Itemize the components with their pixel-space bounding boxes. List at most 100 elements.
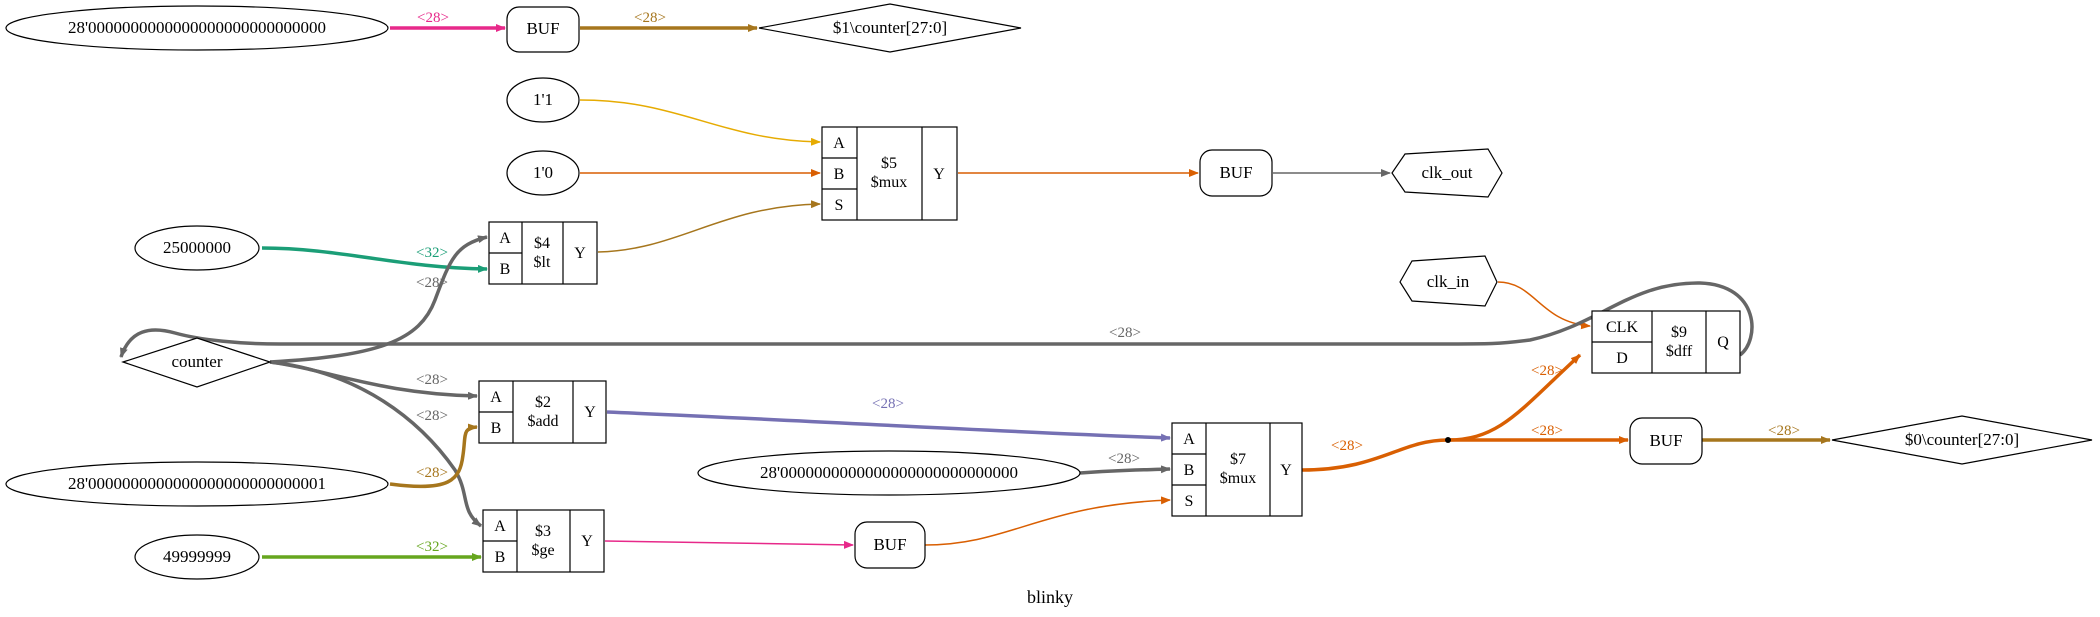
- ge3-port-a: A: [494, 518, 506, 535]
- mux5-port-b: B: [834, 166, 845, 183]
- label-init-to-buf: <28>: [417, 10, 449, 26]
- dff9-port-q: Q: [1717, 334, 1729, 351]
- edge-lt-to-mux5-s: [597, 200, 821, 253]
- mux7-port-b: B: [1184, 462, 1195, 479]
- cell-dff9: CLK D $9 $dff Q: [1591, 310, 1741, 374]
- lt4-port-a: A: [499, 230, 511, 247]
- node-const-1-1: 1'1: [506, 77, 580, 123]
- add2-port-a: A: [490, 389, 502, 406]
- dff9-id: $9: [1671, 324, 1687, 341]
- edge-mux7-out: [1301, 438, 1449, 472]
- node-counter: counter: [121, 337, 272, 388]
- label-buf-to-counter1: <28>: [634, 10, 666, 26]
- clk-out-label: clk_out: [1422, 163, 1473, 182]
- node-const-one: 28'0000000000000000000000000001: [5, 461, 389, 507]
- add2-id: $2: [535, 394, 551, 411]
- label-buf-to-counter0: <28>: [1768, 423, 1800, 439]
- edge-labels: <28> <28> <32> <28> <28> <28> <28> <32> …: [416, 10, 1800, 555]
- mux7-port-s: S: [1185, 493, 1194, 510]
- edge-25000000-to-lt-b: [261, 246, 488, 273]
- edge-zero-to-mux7-b: [1079, 465, 1171, 475]
- dff9-type: $dff: [1666, 343, 1693, 360]
- buf-out-label: BUF: [1649, 431, 1682, 450]
- const-one-label: 28'0000000000000000000000000001: [68, 474, 326, 493]
- add2-port-b: B: [491, 420, 502, 437]
- counter-label: counter: [172, 352, 223, 371]
- label-dff-feedback: <28>: [1109, 325, 1141, 341]
- out-counter1-label: $1\counter[27:0]: [833, 18, 947, 37]
- mux7-id: $7: [1230, 451, 1246, 468]
- edge-dff-feedback: [119, 281, 1754, 358]
- edge-1-1-to-mux5-a: [579, 99, 821, 146]
- label-one-to-add: <28>: [416, 465, 448, 481]
- label-c49m-to-ge: <32>: [416, 539, 448, 555]
- buf-top-label: BUF: [526, 19, 559, 38]
- node-buf-clk: BUF: [1199, 149, 1273, 197]
- edge-ge-to-buf: [604, 540, 854, 549]
- edges: [119, 24, 1831, 561]
- label-add-to-mux7: <28>: [872, 396, 904, 412]
- lt4-port-b: B: [500, 261, 511, 278]
- edge-buf-to-mux7-s: [924, 496, 1171, 546]
- ge3-id: $3: [535, 523, 551, 540]
- const-counter-init-label: 28'0000000000000000000000000000: [68, 18, 326, 37]
- lt4-port-y: Y: [574, 245, 586, 262]
- ge3-port-b: B: [495, 549, 506, 566]
- node-const-1-0: 1'0: [506, 150, 580, 196]
- label-to-dff: <28>: [1531, 363, 1563, 379]
- const-1-0-label: 1'0: [533, 163, 553, 182]
- dff9-port-clk: CLK: [1606, 319, 1638, 336]
- edge-clk-in-to-dff: [1497, 281, 1591, 330]
- out-counter0-label: $0\counter[27:0]: [1905, 430, 2019, 449]
- label-mux7-out: <28>: [1331, 438, 1363, 454]
- label-counter-to-add: <28>: [416, 372, 448, 388]
- junction-dot: [1445, 437, 1451, 443]
- mux5-port-a: A: [833, 135, 845, 152]
- cell-mux5: A B S $5 $mux Y: [821, 126, 958, 221]
- lt4-type: $lt: [534, 254, 551, 271]
- node-const-49999999: 49999999: [134, 534, 260, 580]
- edge-one-to-add-b: [389, 423, 478, 489]
- label-zero-to-mux7: <28>: [1108, 451, 1140, 467]
- const-zero-label: 28'0000000000000000000000000000: [760, 463, 1018, 482]
- mux5-port-s: S: [835, 197, 844, 214]
- clk-in-label: clk_in: [1427, 272, 1470, 291]
- ge3-type: $ge: [531, 542, 554, 559]
- node-const-zero: 28'0000000000000000000000000000: [697, 450, 1081, 496]
- diagram-title: blinky: [1027, 587, 1073, 607]
- label-to-buf-out: <28>: [1531, 423, 1563, 439]
- const-49999999-label: 49999999: [163, 547, 231, 566]
- edge-counter-to-ge-a: [269, 360, 483, 528]
- cell-mux7: A B S $7 $mux Y: [1171, 422, 1303, 517]
- mux7-port-y: Y: [1280, 462, 1292, 479]
- edge-counter-to-lt-a: [269, 235, 488, 364]
- node-out-counter1: $1\counter[27:0]: [758, 3, 1022, 53]
- ge3-port-y: Y: [581, 533, 593, 550]
- edge-add-to-mux7-a: [606, 410, 1171, 442]
- label-counter-to-lt: <28>: [416, 275, 448, 291]
- node-buf-top: BUF: [506, 6, 580, 53]
- node-buf-ge: BUF: [854, 521, 926, 569]
- mux7-type: $mux: [1220, 470, 1256, 487]
- cell-add2: A B $2 $add Y: [478, 380, 607, 444]
- node-const-25000000: 25000000: [134, 225, 260, 271]
- dff9-port-d: D: [1616, 350, 1628, 367]
- add2-type: $add: [527, 413, 558, 430]
- cell-lt4: A B $4 $lt Y: [488, 221, 598, 285]
- const-1-1-label: 1'1: [533, 90, 553, 109]
- node-clk-out: clk_out: [1391, 148, 1503, 198]
- node-clk-in: clk_in: [1399, 255, 1498, 307]
- label-counter-to-ge: <28>: [416, 408, 448, 424]
- mux5-port-y: Y: [933, 166, 945, 183]
- cell-ge3: A B $3 $ge Y: [482, 509, 605, 573]
- buf-ge-label: BUF: [873, 535, 906, 554]
- node-buf-out: BUF: [1629, 417, 1703, 465]
- mux7-port-a: A: [1183, 431, 1195, 448]
- buf-clk-label: BUF: [1219, 163, 1252, 182]
- lt4-id: $4: [534, 235, 550, 252]
- node-out-counter0: $0\counter[27:0]: [1831, 415, 2093, 465]
- add2-port-y: Y: [584, 404, 596, 421]
- mux5-id: $5: [881, 155, 897, 172]
